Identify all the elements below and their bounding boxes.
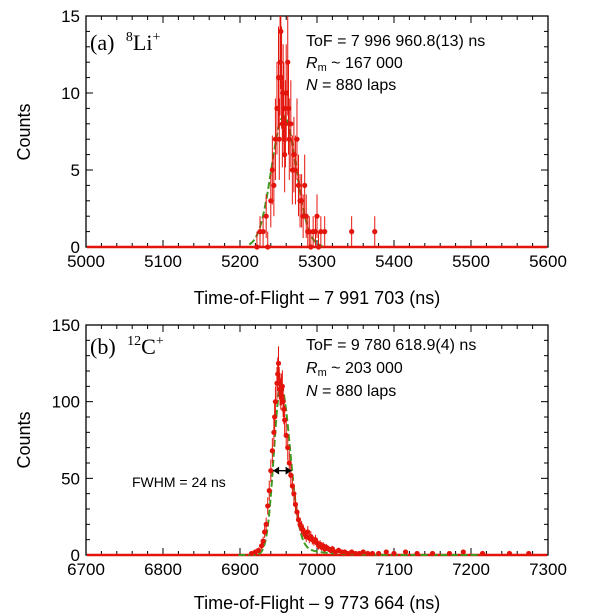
data-point [278, 28, 284, 34]
y-tick-label: 5 [71, 161, 80, 180]
x-tick-label: 5200 [221, 252, 259, 271]
data-point [352, 550, 359, 557]
panel-b-rm: Rm ~ 203 000 [306, 360, 403, 379]
panel-a-label: (a) 8Li+ [90, 30, 160, 55]
data-point [360, 549, 366, 555]
data-point [265, 244, 271, 250]
x-tick-label: 5600 [529, 252, 567, 271]
data-point [308, 244, 314, 250]
data-point [383, 549, 389, 555]
fwhm-arrow-left [273, 466, 280, 475]
panel-b-ylabel: Counts [14, 411, 34, 468]
data-point [282, 417, 288, 423]
y-tick-label: 50 [61, 469, 80, 488]
data-point [291, 491, 297, 497]
panel-b-tof: ToF = 9 780 618.9(4) ns [306, 337, 476, 354]
data-point [280, 399, 286, 405]
panel-a-tof: ToF = 7 996 960.8(13) ns [306, 33, 485, 50]
data-point [275, 360, 282, 366]
x-tick-label: 5300 [298, 252, 336, 271]
data-point [271, 182, 277, 188]
x-tick-label: 6900 [221, 560, 259, 579]
data-point [285, 105, 292, 111]
x-tick-label: 7000 [298, 560, 336, 579]
data-point [282, 121, 289, 127]
x-tick-label: 5000 [67, 252, 105, 271]
data-point [460, 549, 466, 555]
panel-b-xlabel: Time-of-Flight – 9 773 664 (ns) [194, 593, 440, 613]
data-point [265, 503, 271, 509]
data-point [322, 229, 328, 235]
data-point [315, 244, 322, 250]
panel-b-laps: N = 880 laps [306, 383, 396, 400]
data-point [271, 429, 277, 435]
data-point [276, 136, 282, 142]
panel-a-xlabel: Time-of-Flight – 7 991 703 (ns) [194, 288, 440, 308]
y-tick-label: 15 [61, 7, 80, 26]
y-tick-label: 0 [71, 238, 80, 257]
data-point [263, 213, 269, 219]
data-point [402, 549, 409, 555]
data-point [272, 414, 278, 420]
x-tick-label: 6700 [67, 560, 105, 579]
data-point [254, 244, 260, 250]
panel-a-laps: N = 880 laps [306, 77, 396, 94]
data-point [266, 488, 272, 494]
data-point [318, 229, 324, 235]
data-point [268, 468, 274, 474]
x-tick-label: 7300 [529, 560, 567, 579]
data-point [282, 152, 288, 158]
y-tick-label: 100 [52, 393, 80, 412]
data-point [269, 448, 275, 454]
data-point [506, 550, 513, 557]
data-point [376, 550, 382, 557]
panel-a-ylabel: Counts [14, 103, 34, 160]
data-point [526, 550, 532, 557]
data-point [288, 121, 294, 127]
y-tick-label: 10 [61, 84, 80, 103]
data-point [369, 550, 376, 557]
data-point [372, 229, 378, 235]
y-tick-label: 150 [52, 316, 80, 335]
data-point [314, 213, 320, 219]
data-point [302, 182, 308, 188]
data-point [479, 550, 486, 557]
x-tick-label: 6800 [144, 560, 182, 579]
panel-b: (b) 12C+ ToF = 9 780 618.9(4) ns Rm ~ 20… [14, 316, 567, 613]
panel-b-label: (b) 12C+ [90, 334, 164, 359]
data-point [260, 538, 266, 544]
data-point [255, 547, 262, 554]
data-point [429, 550, 436, 557]
data-point [391, 550, 397, 557]
data-point [285, 445, 291, 451]
panel-a: (a) 8Li+ ToF = 7 996 960.8(13) ns Rm ~ 1… [14, 7, 567, 308]
data-point [414, 550, 420, 557]
fwhm-label: FWHM = 24 ns [132, 474, 226, 490]
data-point [446, 550, 453, 557]
data-point [285, 59, 291, 65]
data-point [281, 406, 287, 412]
data-point [365, 550, 371, 557]
y-tick-label: 0 [71, 546, 80, 565]
x-tick-label: 7100 [375, 560, 413, 579]
x-tick-label: 5500 [452, 252, 490, 271]
x-tick-label: 7200 [452, 560, 490, 579]
data-point [279, 383, 285, 389]
data-point [263, 521, 269, 527]
x-tick-label: 5100 [144, 252, 182, 271]
data-point [260, 229, 266, 235]
panel-a-rm: Rm ~ 167 000 [306, 55, 403, 74]
x-tick-label: 5400 [375, 252, 413, 271]
data-point [294, 136, 300, 142]
fwhm-arrow-right [285, 466, 292, 475]
data-point [349, 229, 355, 235]
data-point [272, 399, 279, 405]
